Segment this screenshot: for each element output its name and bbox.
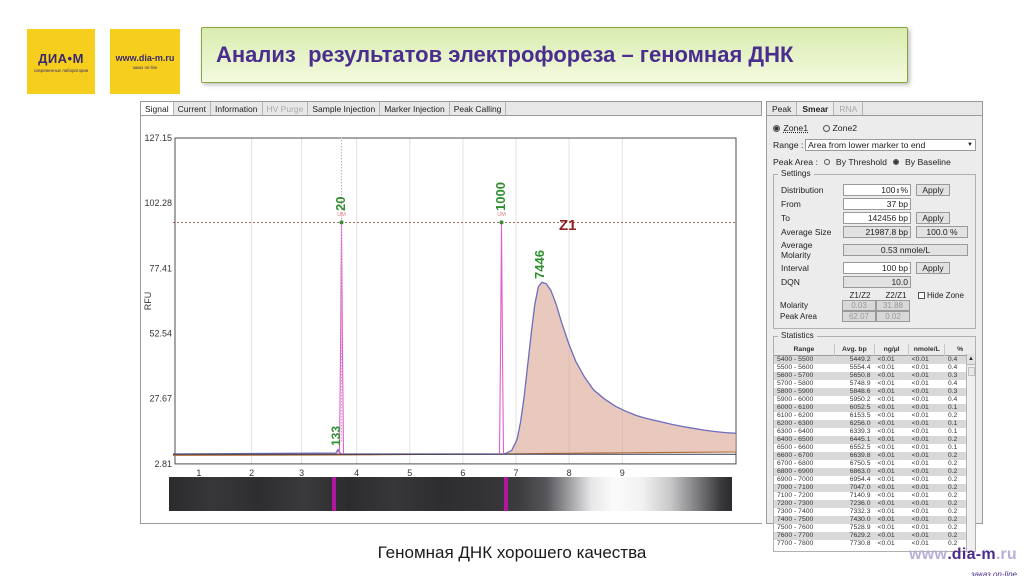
svg-text:127.15: 127.15 xyxy=(144,133,172,143)
svg-text:77.41: 77.41 xyxy=(149,263,172,273)
svg-text:UM: UM xyxy=(497,212,506,218)
svg-text:27.67: 27.67 xyxy=(149,394,172,404)
svg-text:UM: UM xyxy=(337,212,346,218)
svg-text:52.54: 52.54 xyxy=(149,329,172,339)
svg-text:7446: 7446 xyxy=(532,250,547,279)
svg-text:RFU: RFU xyxy=(143,292,153,311)
svg-text:20: 20 xyxy=(333,197,348,211)
svg-text:133: 133 xyxy=(329,426,343,446)
svg-text:Z1: Z1 xyxy=(559,217,577,234)
svg-text:1000: 1000 xyxy=(493,182,508,211)
svg-text:102.28: 102.28 xyxy=(144,198,172,208)
svg-text:2.81: 2.81 xyxy=(154,459,172,469)
